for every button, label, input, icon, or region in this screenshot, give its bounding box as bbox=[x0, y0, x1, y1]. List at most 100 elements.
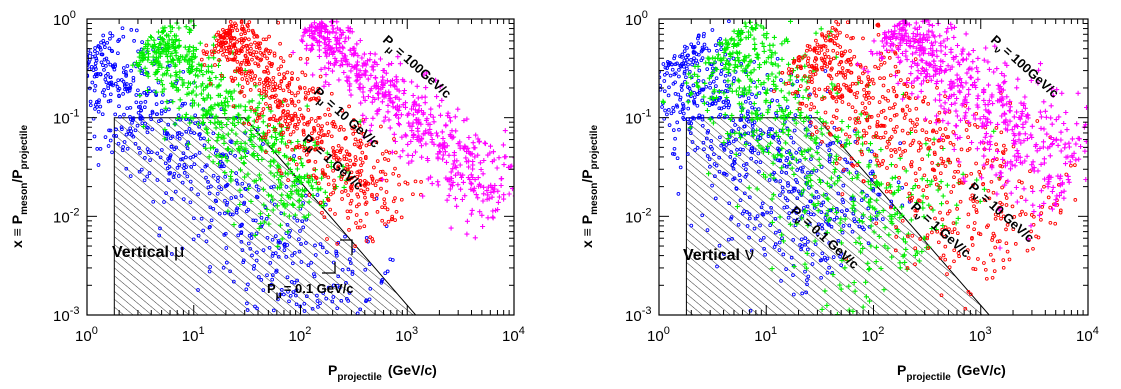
data-point bbox=[909, 80, 915, 86]
data-point bbox=[848, 84, 853, 89]
data-point bbox=[795, 90, 800, 95]
data-point bbox=[234, 23, 238, 28]
y-tick-label: 10-1 bbox=[53, 108, 79, 128]
data-point bbox=[75, 63, 78, 66]
data-point bbox=[273, 81, 278, 86]
data-point bbox=[320, 210, 324, 215]
data-point bbox=[180, 180, 185, 185]
data-point bbox=[270, 197, 276, 203]
data-point bbox=[767, 132, 773, 137]
data-point bbox=[913, 214, 918, 218]
data-point bbox=[676, 192, 681, 196]
data-point bbox=[1029, 213, 1034, 217]
data-point bbox=[778, 179, 783, 183]
data-point bbox=[353, 137, 358, 142]
data-point bbox=[98, 147, 103, 151]
data-point bbox=[470, 140, 476, 146]
data-point bbox=[864, 91, 869, 95]
data-point bbox=[294, 288, 299, 293]
data-point bbox=[101, 63, 105, 68]
data-point bbox=[902, 116, 907, 120]
data-point bbox=[1028, 169, 1032, 174]
data-point bbox=[278, 100, 283, 105]
data-point bbox=[290, 203, 296, 208]
data-point bbox=[822, 52, 827, 56]
data-point bbox=[827, 216, 832, 222]
data-point bbox=[484, 196, 490, 202]
data-point bbox=[780, 109, 786, 115]
data-point bbox=[840, 100, 845, 104]
data-point bbox=[830, 25, 835, 30]
data-point bbox=[717, 169, 722, 174]
data-point bbox=[983, 131, 989, 137]
data-point bbox=[748, 69, 754, 75]
data-point bbox=[233, 55, 238, 60]
data-point bbox=[275, 243, 281, 249]
data-point bbox=[427, 126, 433, 132]
data-point bbox=[278, 198, 284, 203]
data-point bbox=[905, 84, 910, 88]
data-point bbox=[777, 229, 782, 233]
data-point bbox=[82, 99, 85, 102]
data-point bbox=[128, 82, 133, 87]
data-point bbox=[871, 229, 877, 235]
data-point bbox=[357, 81, 363, 87]
data-point bbox=[725, 78, 731, 84]
data-point bbox=[168, 154, 173, 159]
data-point bbox=[756, 143, 762, 149]
data-point bbox=[888, 219, 894, 225]
data-point bbox=[787, 150, 793, 156]
data-point bbox=[914, 106, 919, 111]
data-point bbox=[95, 72, 100, 76]
data-point bbox=[695, 92, 700, 97]
data-point bbox=[414, 83, 420, 89]
data-point bbox=[781, 189, 785, 194]
data-point bbox=[718, 58, 724, 64]
data-point bbox=[501, 162, 507, 168]
data-point bbox=[804, 128, 810, 134]
data-point bbox=[743, 24, 749, 29]
data-point bbox=[156, 63, 162, 69]
data-point bbox=[679, 84, 684, 89]
data-point bbox=[837, 220, 843, 226]
data-point bbox=[360, 160, 365, 165]
data-point bbox=[155, 178, 160, 182]
data-point bbox=[299, 202, 305, 208]
data-point bbox=[240, 85, 245, 90]
scatter-points bbox=[75, 19, 514, 315]
data-point bbox=[665, 71, 669, 75]
data-point bbox=[191, 237, 196, 242]
data-point bbox=[786, 181, 790, 185]
data-point bbox=[802, 74, 807, 78]
data-point bbox=[295, 139, 301, 144]
data-point bbox=[759, 40, 765, 46]
data-point bbox=[756, 151, 761, 156]
data-point bbox=[769, 52, 775, 58]
data-point bbox=[711, 96, 717, 101]
data-point bbox=[830, 120, 834, 125]
data-point bbox=[126, 86, 131, 91]
data-point bbox=[838, 240, 844, 246]
data-point bbox=[727, 52, 733, 58]
data-point bbox=[672, 146, 677, 151]
data-point bbox=[423, 85, 429, 91]
data-point bbox=[687, 125, 693, 131]
data-point bbox=[687, 86, 692, 91]
data-point bbox=[781, 252, 786, 257]
data-point bbox=[1041, 126, 1047, 132]
data-point bbox=[1000, 202, 1004, 207]
x-tick-label: 103 bbox=[395, 325, 418, 345]
data-point bbox=[418, 121, 424, 127]
data-point bbox=[187, 120, 193, 126]
data-point bbox=[249, 236, 254, 240]
data-point bbox=[232, 58, 236, 62]
data-point bbox=[370, 115, 376, 121]
data-point bbox=[893, 51, 898, 56]
data-point bbox=[946, 135, 951, 139]
data-point bbox=[901, 166, 906, 170]
data-point bbox=[188, 27, 194, 33]
data-point bbox=[831, 56, 836, 61]
data-point bbox=[898, 78, 903, 82]
data-point bbox=[1038, 61, 1043, 67]
data-point bbox=[402, 132, 408, 138]
